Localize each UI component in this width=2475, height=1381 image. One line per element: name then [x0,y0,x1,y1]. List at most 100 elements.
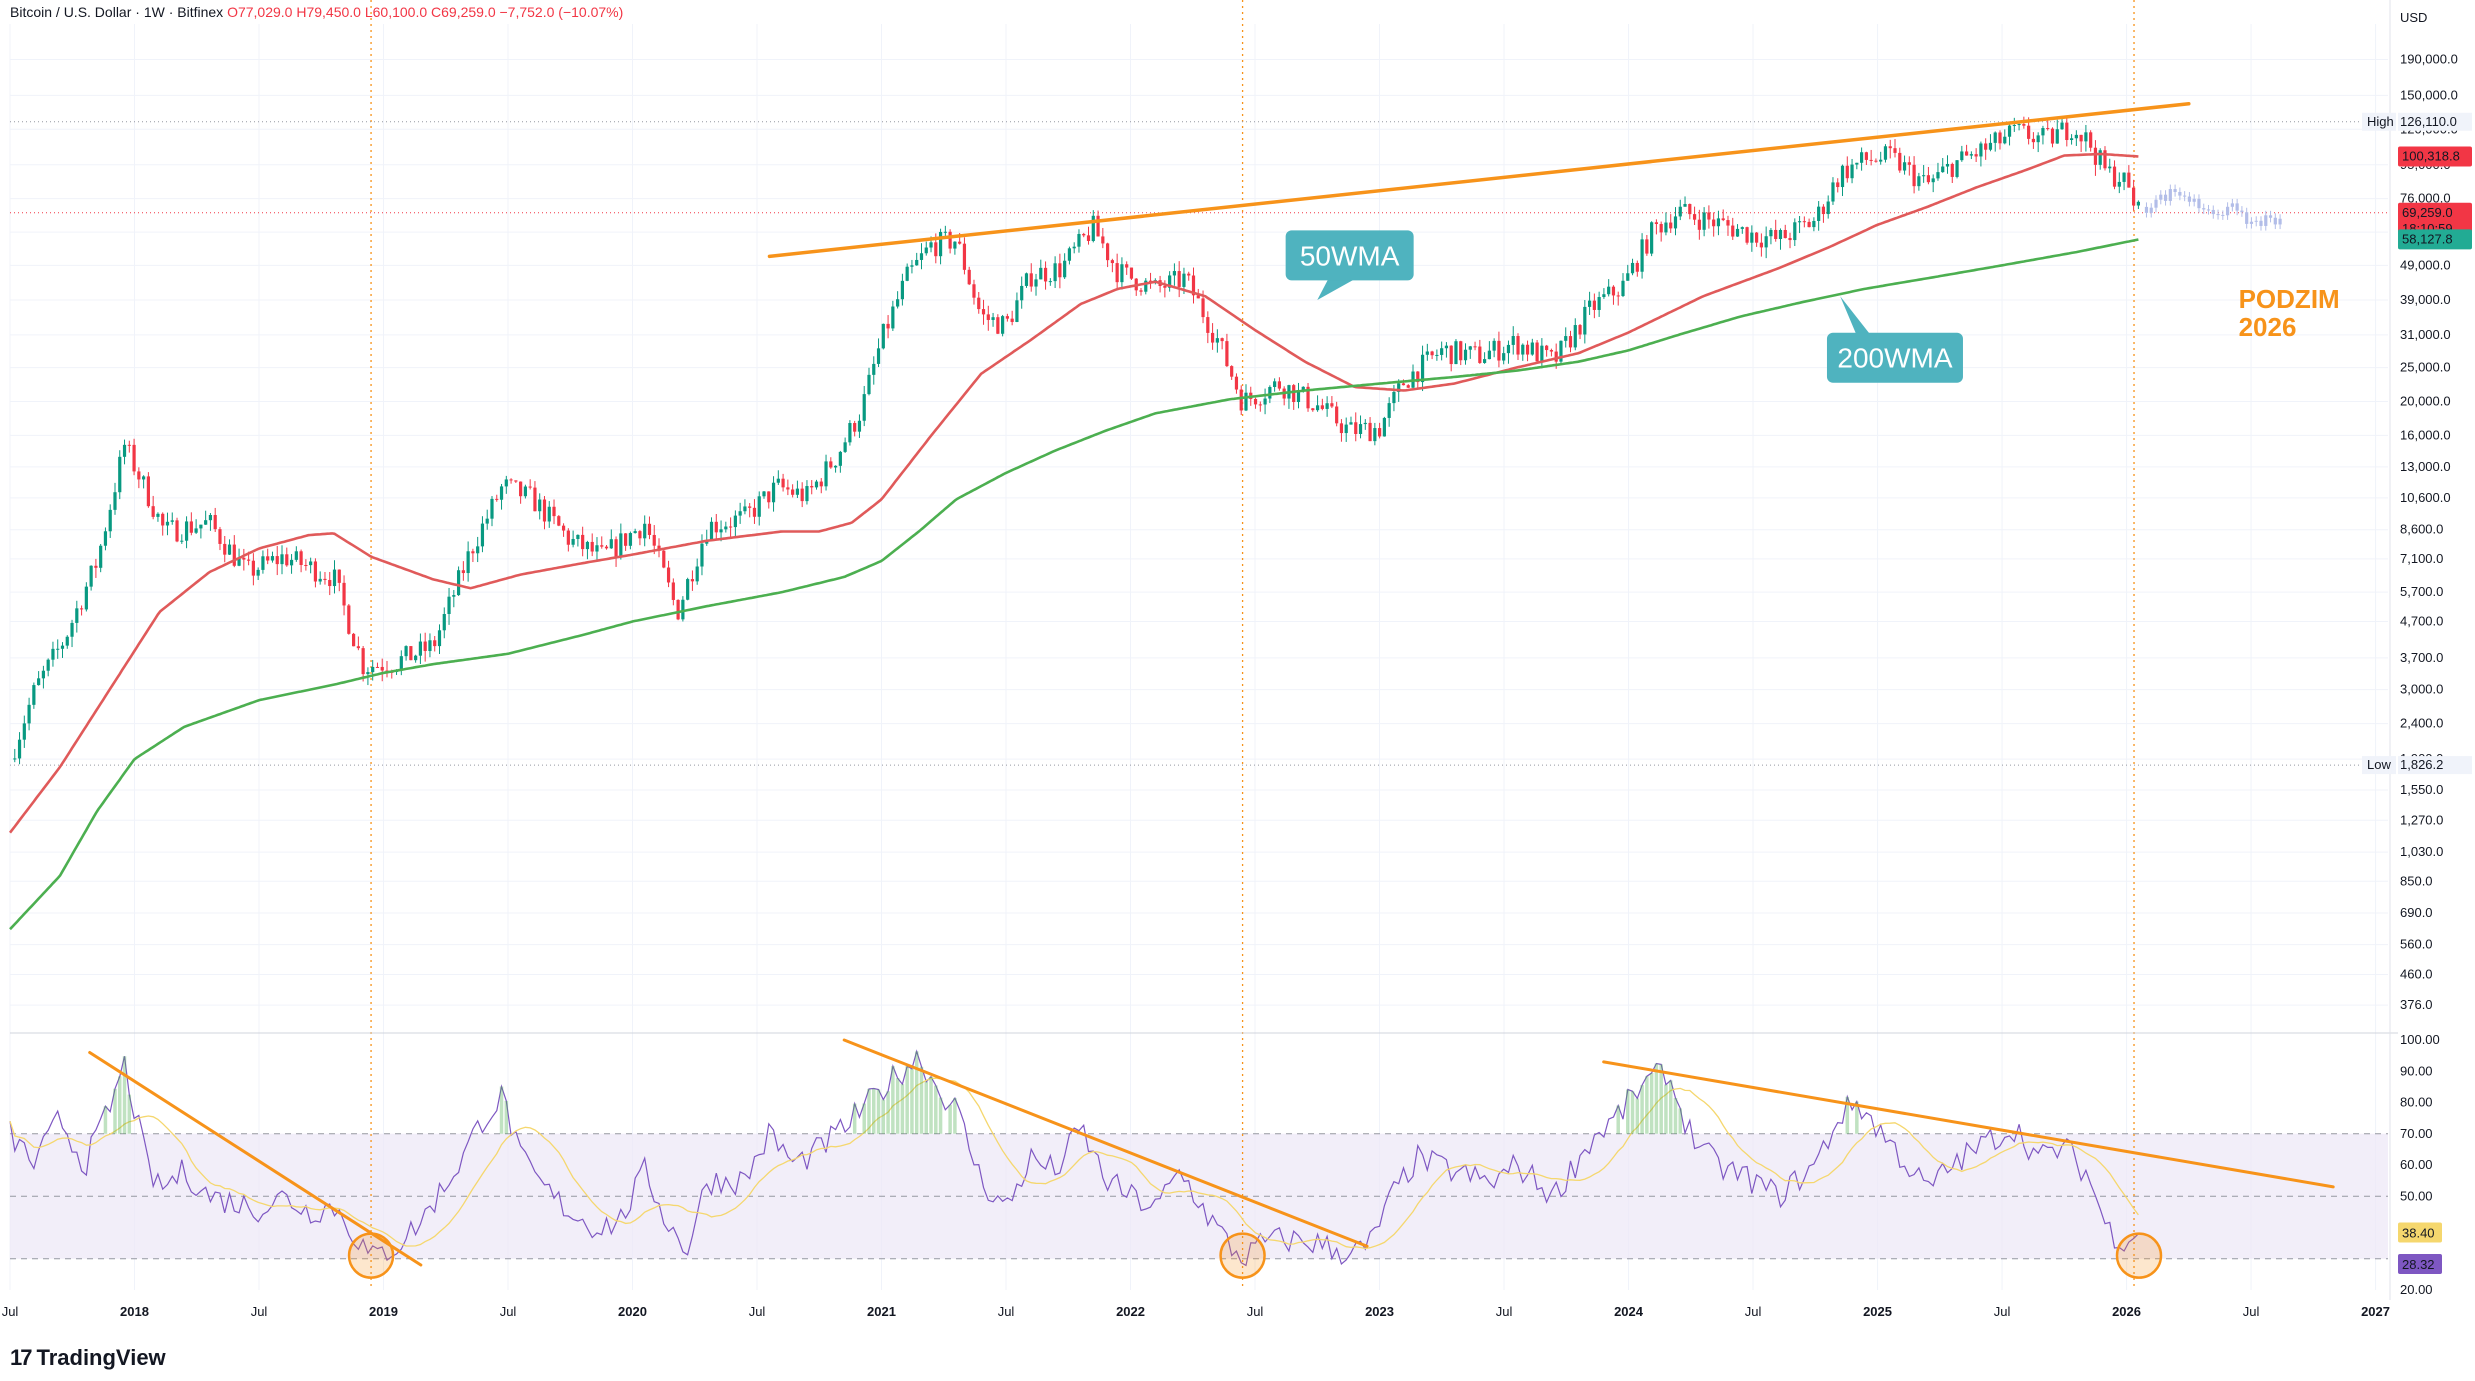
candle-body [1048,281,1052,283]
candle-body [1554,351,1558,362]
candle-body [1936,172,1940,179]
wma50-callout-box [1285,230,1414,281]
candle-body [509,479,513,481]
level-tag-bg [2362,756,2396,775]
candle-body [1688,204,1692,215]
candle-body [1506,344,1511,354]
candle-body [1960,151,1964,161]
candle-body [1616,295,1620,297]
tradingview-brand[interactable]: 17 TradingView [10,1345,166,1371]
price-tick-label: 376.0 [2400,997,2433,1012]
candle-body [22,723,26,740]
candle-body [2050,128,2055,144]
candle-body [1148,280,1153,282]
candle-body [323,578,327,580]
candle-body [872,363,876,375]
candle-body [1831,182,1835,202]
candle-body [1602,294,1606,298]
candle-body [223,543,227,555]
candle-body [1387,403,1391,418]
candle-body [232,544,236,566]
grid [9,24,2388,1290]
candle-body [313,561,318,582]
projection-body [2235,203,2239,211]
candle-body [905,266,909,281]
projection-body [2254,220,2258,222]
candle-body [289,559,294,566]
projection-body [2144,206,2149,213]
candle-body [557,516,561,526]
candle-body [1258,404,1262,406]
candle-body [1129,267,1134,279]
price-tick-label: 16,000.0 [2400,427,2451,442]
candle-body [1578,325,1582,335]
candle-body [75,608,79,623]
candle-body [328,579,332,587]
candle-body [1988,142,1993,150]
rsi-low-circle [347,1232,395,1279]
candle-body [786,487,790,490]
candle-body [1874,160,1878,162]
price-tick-label: 5,700.0 [2400,584,2443,599]
candle-body [1273,381,1277,387]
candle-body [309,561,313,566]
time-tick-label: Jul [749,1304,766,1319]
candle-body [299,551,303,565]
candle-body [2060,122,2064,130]
projection-body [2173,189,2177,192]
candle-body [1311,408,1315,411]
candle-body [1807,221,1811,228]
candle-body [1043,267,1048,282]
candle-body [767,491,771,503]
candle-body [624,533,628,546]
candle-body [218,529,222,544]
candle-body [2084,132,2088,142]
candle-body [261,556,265,570]
candle-body [2132,187,2136,206]
candle-body [466,551,470,574]
candle-body [1420,354,1425,383]
candle-body [1788,238,1792,241]
candle-body [1220,338,1224,342]
candle-body [1029,273,1033,287]
candle-body [738,511,742,516]
wma200-callout: 200WMA [1826,296,1963,383]
candle-body [1406,385,1410,388]
candle-body [857,420,862,432]
candle-body [17,739,22,759]
symbol-title: Bitcoin / U.S. Dollar · 1W · Bitfinex [10,4,224,20]
candle-body [304,564,308,566]
candle-body [929,242,933,248]
candle-body [1206,317,1210,333]
candle-body [676,599,680,620]
value-tag-bg [2398,229,2472,250]
candle-body [876,348,881,364]
candle-body [1926,175,1931,183]
candle-body [208,514,213,521]
projection-body [2206,209,2211,211]
candle-body [1330,403,1334,407]
candle-body [867,374,871,395]
candle-body [380,666,384,671]
wma200-callout-text: 200WMA [1837,343,1952,374]
candle-body [585,541,590,550]
candle-body [418,641,423,656]
candle-body [70,622,74,637]
candle-body [1716,218,1721,227]
candle-body [356,646,360,649]
candle-body [1382,417,1386,437]
candle-body [56,648,60,650]
candle-body [237,557,241,566]
candle-body [41,670,46,679]
rsi-tick-label: 90.00 [2400,1063,2433,1078]
candle-body [1230,366,1234,377]
candle-body [1172,271,1177,276]
price-tick-label: 150,000.0 [2400,87,2458,102]
level-tag-bg [2362,112,2396,131]
rsi-tag-text: 38.40 [2402,1226,2435,1241]
candle-body [700,543,704,567]
candle-body [881,323,885,349]
candle-body [1210,332,1215,343]
value-tag-text: 58,127.8 [2402,231,2453,246]
